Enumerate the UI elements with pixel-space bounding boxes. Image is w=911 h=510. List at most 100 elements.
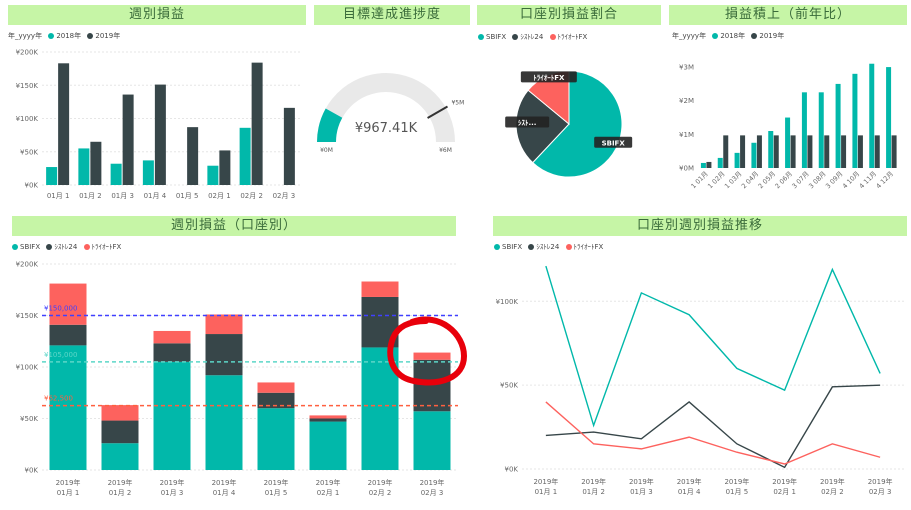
x-tick-label-week: 01月 3 [161,489,184,497]
legend-account-share: SBIFX ｼｽﾄﾚ24 ﾄﾗｲｵｰﾄFX [478,32,587,42]
bar-ｼｽﾄﾚ24-1 [101,420,139,444]
bar-ﾄﾗｲｵｰﾄFX-1 [101,405,139,421]
bar-2019年-02月 2 [251,62,263,185]
bar-2018年-2 06月 [785,117,791,168]
bar-2018年-01月 1 [46,167,58,185]
bar-ｼｽﾄﾚ24-5 [309,418,347,422]
bar-2019年-3 08月 [824,135,830,168]
x-tick-label: 02月 1 [208,192,231,200]
legend-field-label: 年_yyyy年 [8,32,43,40]
gauge-min-label: ¥0M [320,147,333,154]
bar-ｼｽﾄﾚ24-7 [413,359,451,412]
legend-item-sys[interactable]: ｼｽﾄﾚ24 [536,243,560,251]
legend-dot-sbi [478,34,484,40]
bar-2018年-4 12月 [886,67,892,168]
y-tick-label: ¥50K [500,382,518,390]
x-tick-label-year: 2019年 [108,478,133,487]
bar-2018年-3 09月 [835,83,841,168]
legend-cumulative: 年_yyyy年 2018年 2019年 [672,31,784,41]
x-tick-label-year: 2019年 [264,478,289,487]
bar-2018年-3 07月 [801,92,807,168]
bar-ｼｽﾄﾚ24-0 [49,324,87,346]
bar-SBIFX-1 [101,443,139,470]
pie-data-label: SBIFX [602,139,626,147]
y-tick-label: ¥0K [505,466,519,474]
x-tick-label-week: 01月 4 [213,489,236,497]
bar-2019年-2 05月 [773,135,779,168]
bar-ﾄﾗｲｵｰﾄFX-6 [361,281,399,297]
x-tick-label-year: 2019年 [772,477,797,486]
x-tick-label-year: 2019年 [368,478,393,487]
bar-2018年-01月 4 [142,160,154,185]
legend-dot-sys [528,244,535,250]
legend-item-tri[interactable]: ﾄﾗｲｵｰﾄFX [557,33,588,41]
pie-label-bg [505,116,550,128]
legend-item-2019[interactable]: 2019年 [95,32,121,40]
x-tick-label-week: 02月 3 [421,489,444,497]
legend-item-sbi[interactable]: SBIFX [20,243,41,251]
legend-item-sys[interactable]: ｼｽﾄﾚ24 [520,33,544,41]
x-tick-label-week: 01月 5 [265,489,288,497]
legend-dot-tri [565,244,572,250]
bar-2019年-2 04月 [756,135,762,168]
goal-title: 目標達成進捗度 [314,5,470,25]
pie-data-label: ｼｽﾄ... [518,119,536,127]
x-tick-label-week: 01月 3 [630,488,653,496]
gauge-target-label: ¥5M [451,100,464,107]
bar-2019年-01月 3 [122,94,134,185]
x-tick-label-year: 2019年 [160,478,185,487]
x-tick-label: 02月 3 [273,192,296,200]
x-tick-label-year: 2019年 [420,478,445,487]
legend-item-sbi[interactable]: SBIFX [486,33,507,41]
x-tick-label-year: 2019年 [677,477,702,486]
bar-2019年-1 01月 [706,161,712,168]
x-tick-label-year: 2019年 [533,477,558,486]
x-tick-label-year: 2019年 [868,477,893,486]
legend-item-tri[interactable]: ﾄﾗｲｵｰﾄFX [91,243,122,251]
x-tick-label-year: 2019年 [316,478,341,487]
x-tick-label-week: 01月 1 [535,488,558,496]
reference-line-label: ¥150,000 [44,305,77,313]
x-tick-label: 01月 5 [176,192,199,200]
bar-2019年-01月 2 [90,141,102,185]
y-tick-label: ¥0M [679,165,694,173]
legend-item-2019[interactable]: 2019年 [759,32,785,40]
bar-ﾄﾗｲｵｰﾄFX-7 [413,352,451,360]
bar-ﾄﾗｲｵｰﾄFX-0 [49,283,87,325]
bar-2018年-2 05月 [768,131,774,168]
legend-account-trend: SBIFX ｼｽﾄﾚ24 ﾄﾗｲｵｰﾄFX [494,242,603,252]
x-tick-label: 02月 2 [240,192,263,200]
bar-2019年-1 03月 [740,135,746,168]
weekly-by-account-title: 週別損益（口座別） [12,216,456,236]
y-tick-label: ¥200K [16,261,39,269]
legend-item-sbi[interactable]: SBIFX [502,243,523,251]
gauge-max-label: ¥6M [439,147,452,154]
x-tick-label-week: 02月 2 [821,488,844,496]
legend-dot-sbi [494,244,500,250]
x-tick-label-year: 2019年 [56,478,81,487]
x-tick-label-year: 2019年 [629,477,654,486]
x-tick-label-week: 02月 1 [317,489,340,497]
legend-item-sys[interactable]: ｼｽﾄﾚ24 [54,243,78,251]
legend-item-2018[interactable]: 2018年 [56,32,82,40]
legend-item-2018[interactable]: 2018年 [720,32,746,40]
bar-2019年-01月 5 [187,127,199,185]
y-tick-label: ¥50K [20,148,38,156]
legend-item-tri[interactable]: ﾄﾗｲｵｰﾄFX [573,243,604,251]
legend-dot-tri [549,34,556,40]
legend-dot-sys [46,244,53,250]
bar-2019年-1 02月 [723,135,729,168]
line-series-1 [545,384,881,469]
line-series-2 [545,401,881,465]
y-tick-label: ¥100K [496,298,519,306]
y-tick-label: ¥3M [679,64,694,72]
pie-label-bg [520,71,577,83]
account-trend-title: 口座別週別損益推移 [493,216,907,236]
pie-data-label: ﾄﾗｲｵｰﾄFX [533,74,565,82]
